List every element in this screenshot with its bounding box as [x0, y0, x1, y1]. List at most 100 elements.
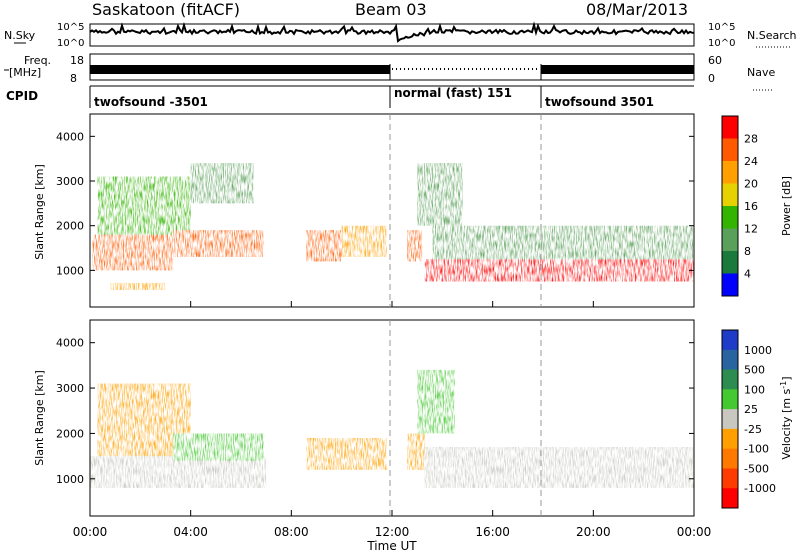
x-tick-label-1: 00:00: [73, 525, 108, 539]
nave-tick-bottom: 0: [708, 72, 715, 85]
beam-title: Beam 03: [355, 0, 427, 19]
cpid-segment-1: twofsound -3501: [94, 95, 208, 109]
nsearch-tick-top: 10^5: [708, 22, 735, 33]
power-region-2: [97, 176, 191, 235]
velocity-y-ticks: 4000 3000 2000 1000: [56, 337, 694, 486]
velocity-colorbar-tick-2: 500: [744, 364, 765, 377]
velocity-colorbar-swatch-5: [722, 409, 738, 430]
velocity-colorbar-tick-5: -25: [744, 423, 762, 436]
velocity-colorbar-swatch-6: [722, 428, 738, 450]
power-colorbar-tick-2: 24: [744, 155, 758, 168]
power-colorbar-swatch-1: [722, 116, 738, 139]
x-axis-ticks: 00:00 04:00 08:00 12:00 16:00 20:00 00:00: [73, 301, 712, 539]
power-region-1: [92, 234, 174, 271]
velocity-colorbar-swatch-1: [722, 330, 738, 351]
x-tick-label-4: 12:00: [375, 525, 410, 539]
velocity-colorbar-label: Velocity [m s-1]: [779, 376, 793, 459]
cpid-segment-2: normal (fast) 151: [394, 86, 512, 100]
power-colorbar-swatch-3: [722, 161, 738, 184]
freq-tick-top: 18: [70, 54, 84, 67]
power-y-ticks: 4000 3000 2000 1000: [56, 130, 694, 277]
power-y-tick-label-1: 4000: [56, 130, 84, 143]
velocity-y-axis-title: Slant Range [km]: [33, 370, 46, 466]
velocity-panel: 4000 3000 2000 1000 Slant Range [km]: [33, 319, 695, 517]
velocity-colorbar-tick-3: 100: [744, 383, 765, 396]
power-panel: 4000 3000 2000 1000 Slant Range [km]: [33, 113, 695, 308]
velocity-y-tick-label-2: 3000: [56, 382, 84, 395]
x-tick-label-6: 20:00: [576, 525, 611, 539]
power-region-8: [407, 230, 423, 262]
velocity-y-tick-label-3: 2000: [56, 427, 84, 440]
velocity-colorbar-swatch-2: [722, 349, 738, 371]
power-region-5: [110, 282, 166, 291]
power-colorbar-tick-6: 8: [744, 245, 751, 258]
velocity-colorbar: 1000 500 100 25 -25 -100 -500 -1000 Velocity [m…: [721, 329, 793, 509]
power-colorbar: 28 24 20 16 12 8 4 Power [dB]: [721, 115, 793, 297]
power-colorbar-swatch-8: [722, 273, 738, 297]
velocity-region-3: [173, 433, 264, 461]
x-axis-title: Time UT: [366, 539, 417, 553]
x-tick-label-3: 08:00: [274, 525, 309, 539]
x-tick-label-7: 00:00: [677, 525, 712, 539]
nsky-trace: [89, 21, 695, 43]
power-y-tick-label-4: 1000: [56, 264, 84, 277]
nsky-tick-top: 10^5: [57, 22, 84, 33]
power-region-11: [417, 163, 463, 226]
power-region-6: [306, 230, 342, 262]
cpid-panel: CPID twofsound -3501 normal (fast) 151 t…: [6, 85, 694, 109]
velocity-colorbar-tick-4: 25: [744, 403, 758, 416]
velocity-region-5: [407, 433, 425, 470]
velocity-region-6: [424, 447, 694, 488]
cpid-segment-3: twofsound 3501: [545, 95, 654, 109]
nsearch-label: N.Search: [747, 29, 797, 42]
freq-tick-bottom: 8: [70, 72, 77, 85]
nsky-label: N.Sky: [4, 29, 36, 42]
velocity-y-tick-label-1: 4000: [56, 337, 84, 350]
power-colorbar-swatch-4: [722, 183, 738, 207]
power-colorbar-tick-1: 28: [744, 133, 758, 146]
x-tick-label-5: 16:00: [475, 525, 510, 539]
power-colorbar-tick-5: 12: [744, 223, 758, 236]
velocity-region-7: [417, 369, 455, 434]
velocity-colorbar-tick-1: 1000: [744, 344, 772, 357]
power-y-tick-label-2: 3000: [56, 175, 84, 188]
x-tick-label-2: 04:00: [173, 525, 208, 539]
velocity-colorbar-tick-6: -100: [744, 443, 769, 456]
power-region-9: [424, 259, 694, 282]
velocity-region-4: [306, 437, 387, 470]
power-colorbar-swatch-2: [722, 138, 738, 162]
freq-bar-c: [541, 65, 694, 74]
velocity-colorbar-swatch-7: [722, 448, 738, 469]
cpid-label: CPID: [6, 89, 38, 103]
power-colorbar-swatch-5: [722, 206, 738, 229]
power-colorbar-tick-4: 16: [744, 200, 758, 213]
power-colorbar-swatch-6: [722, 228, 738, 252]
velocity-colorbar-swatch-3: [722, 369, 738, 390]
power-y-tick-label-3: 2000: [56, 220, 84, 233]
velocity-colorbar-swatch-8: [722, 468, 738, 489]
nave-label: Nave: [747, 66, 775, 79]
power-colorbar-swatch-7: [722, 251, 738, 274]
freq-panel: Freq. [MHz] 18 8 60 0 Nave: [4, 53, 775, 91]
nsky-tick-bottom: 10^0: [57, 38, 84, 49]
power-colorbar-tick-3: 20: [744, 178, 758, 191]
date-title: 08/Mar/2013: [586, 0, 689, 19]
power-region-4: [190, 163, 254, 204]
power-region-3: [173, 230, 264, 257]
power-region-10: [432, 225, 694, 260]
velocity-y-tick-label-4: 1000: [56, 473, 84, 486]
velocity-colorbar-swatch-4: [722, 389, 738, 410]
velocity-scatter-regions: [90, 369, 694, 488]
power-colorbar-label: Power [dB]: [780, 176, 793, 236]
power-colorbar-tick-7: 4: [744, 268, 751, 281]
velocity-region-1: [90, 456, 267, 488]
power-y-axis-title: Slant Range [km]: [33, 164, 46, 260]
freq-unit: [MHz]: [9, 66, 41, 79]
velocity-colorbar-tick-7: -500: [744, 462, 769, 475]
nsky-panel: N.Sky 10^5 10^0 10^5 10^0 N.Search: [4, 21, 797, 49]
power-scatter-regions: [92, 163, 694, 291]
nsearch-tick-bottom: 10^0: [708, 38, 735, 49]
power-region-7: [341, 225, 387, 257]
